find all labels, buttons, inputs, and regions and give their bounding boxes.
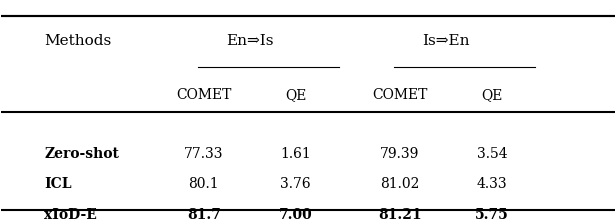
Text: Zero-shot: Zero-shot	[44, 147, 119, 161]
Text: 7.00: 7.00	[279, 208, 312, 222]
Text: ICL: ICL	[44, 177, 72, 191]
Text: QE: QE	[285, 88, 306, 102]
Text: 4.33: 4.33	[477, 177, 508, 191]
Text: 3.76: 3.76	[280, 177, 311, 191]
Text: En⇒Is: En⇒Is	[226, 34, 274, 47]
Text: 81.7: 81.7	[187, 208, 221, 222]
Text: Methods: Methods	[44, 34, 111, 47]
Text: xIoD-E: xIoD-E	[44, 208, 97, 222]
Text: 80.1: 80.1	[188, 177, 219, 191]
Text: 81.02: 81.02	[380, 177, 419, 191]
Text: 79.39: 79.39	[380, 147, 419, 161]
Text: 1.61: 1.61	[280, 147, 311, 161]
Text: 77.33: 77.33	[184, 147, 224, 161]
Text: 3.54: 3.54	[477, 147, 508, 161]
Text: QE: QE	[481, 88, 503, 102]
Text: 5.75: 5.75	[475, 208, 509, 222]
Text: Is⇒En: Is⇒En	[422, 34, 470, 47]
Text: COMET: COMET	[176, 88, 232, 102]
Text: 81.21: 81.21	[378, 208, 422, 222]
Text: COMET: COMET	[372, 88, 428, 102]
